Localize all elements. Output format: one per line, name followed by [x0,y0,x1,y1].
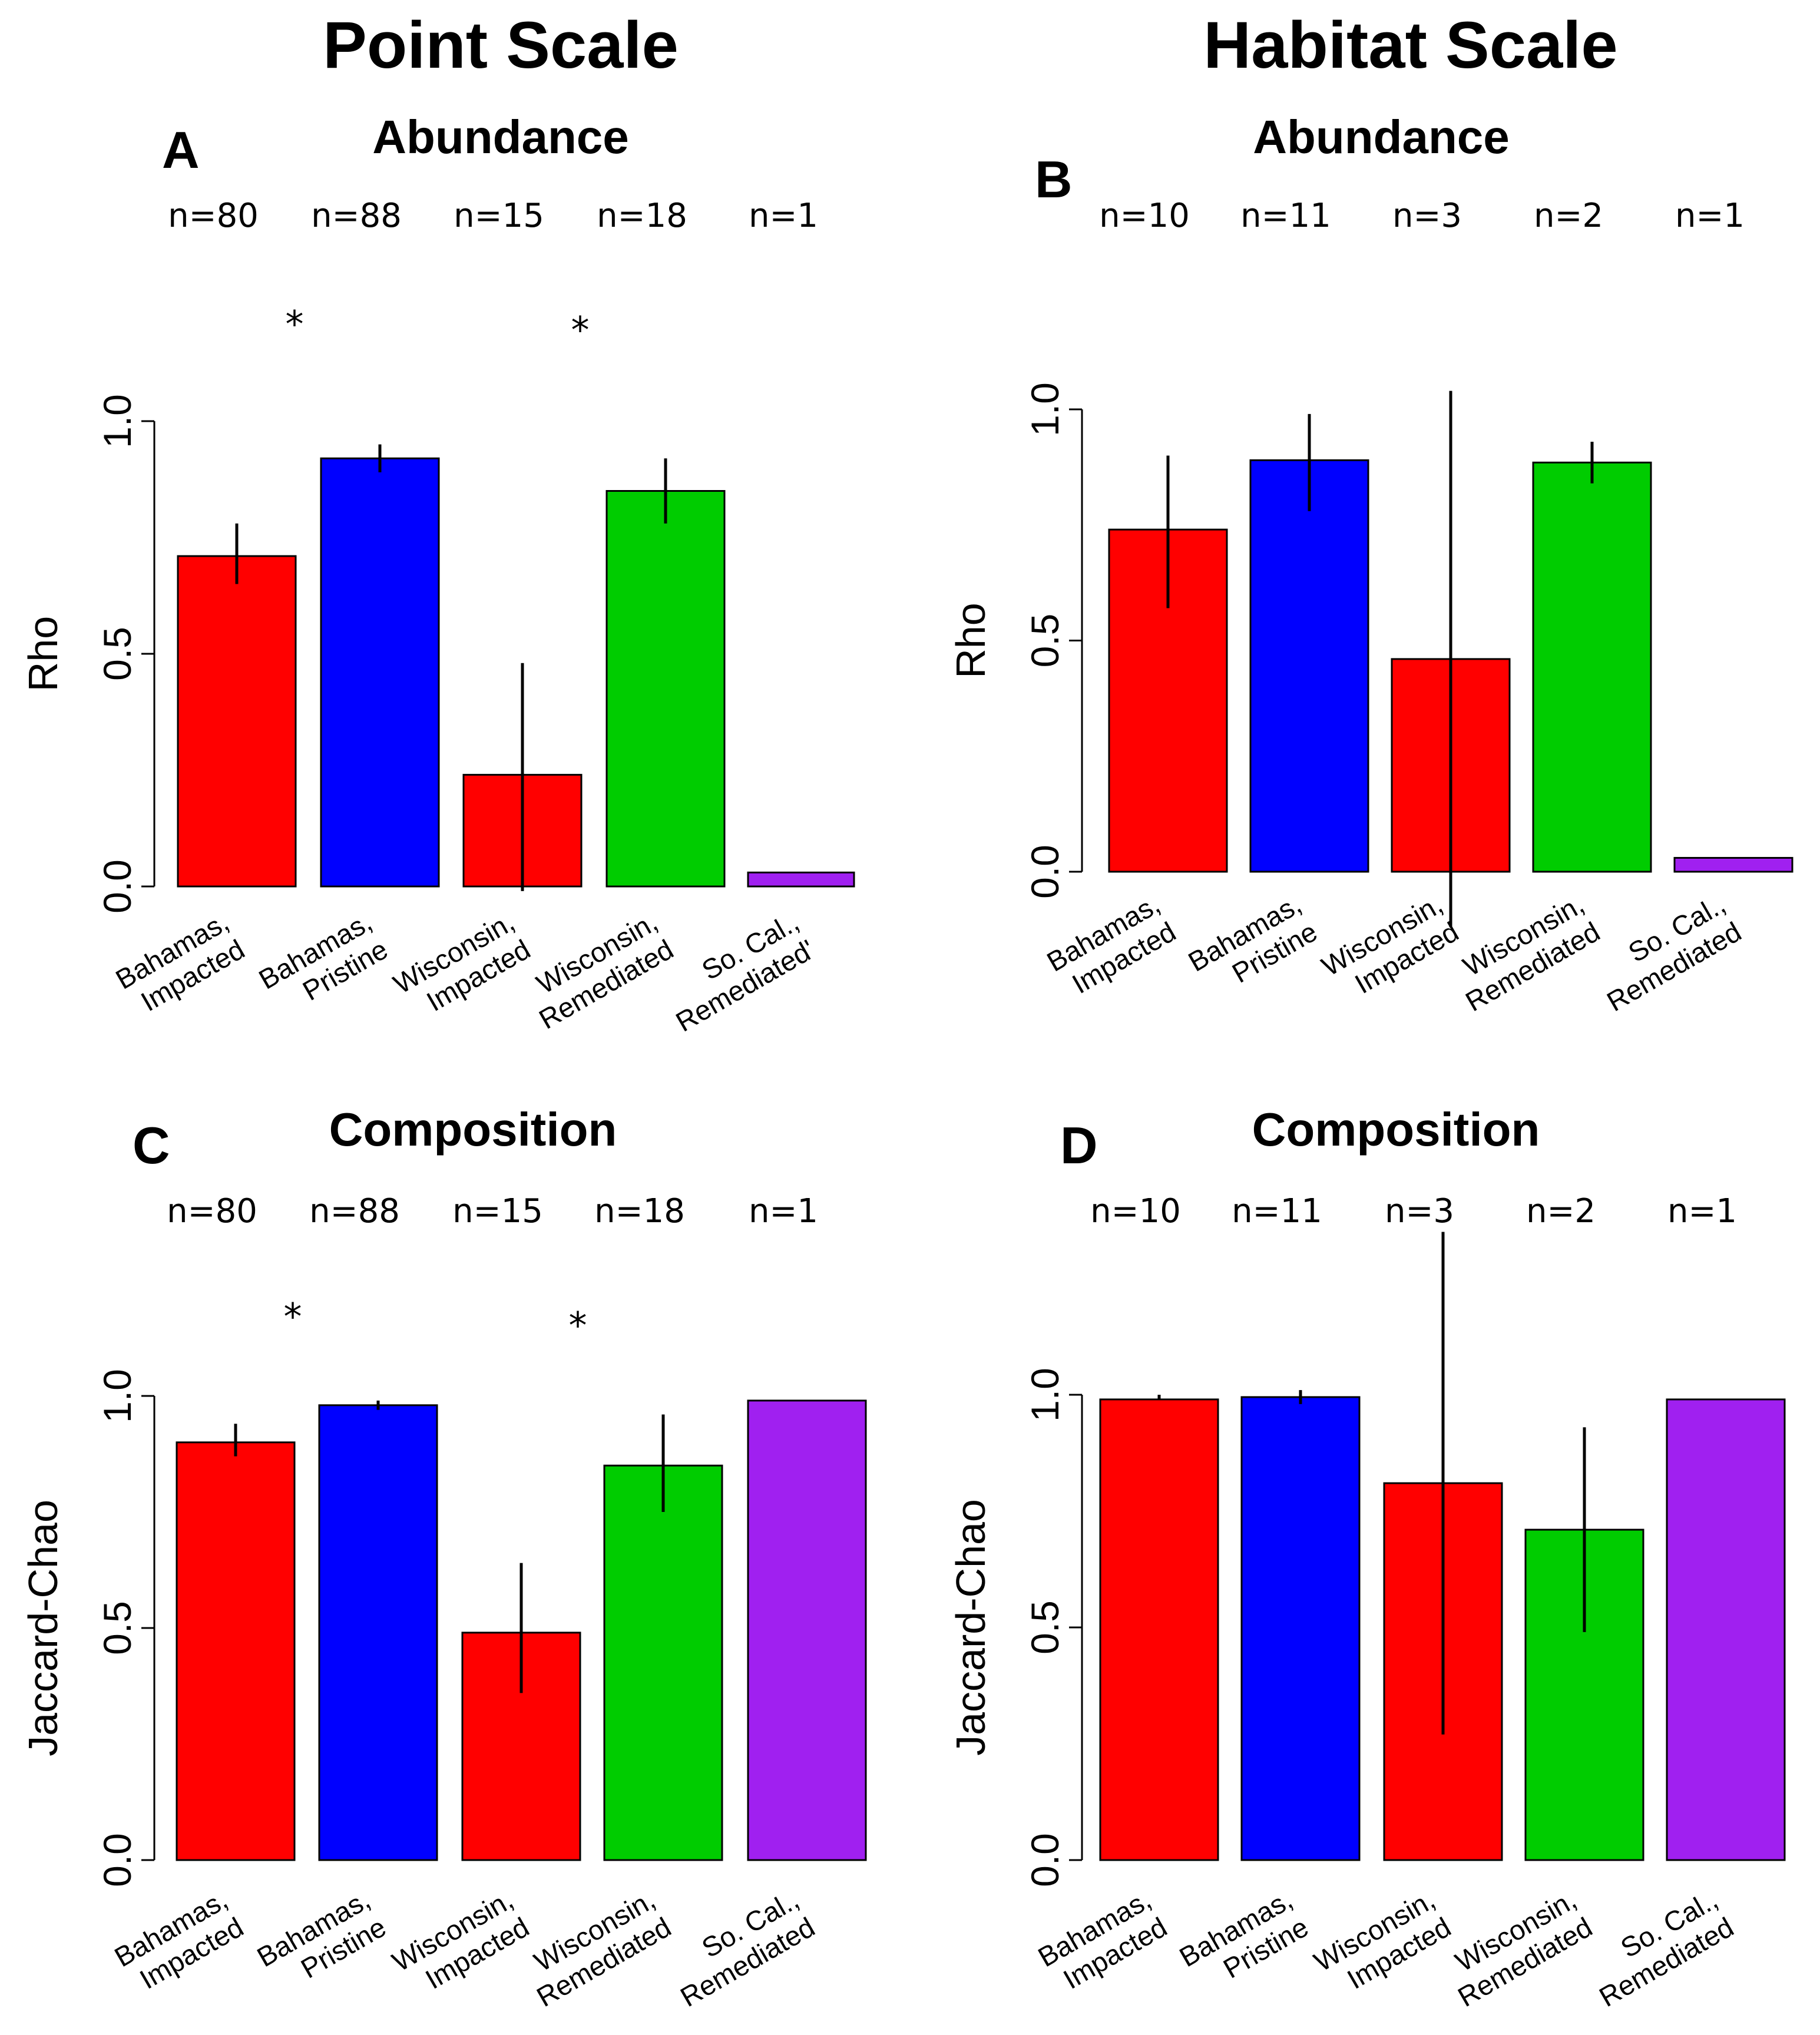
y-tick-label: 0.0 [1023,1833,1067,1887]
sample-size-label: n=18 [594,1192,685,1230]
y-tick-label: 0.0 [1023,845,1067,899]
panel-b: Abundance B 0.0 0.5 1.0 Rho n=10 Bahamas,Impact… [948,111,1793,1017]
category-label: Bahamas,Pristine [253,906,393,1023]
category-label: So. Cal.,Remediated [1578,1884,1739,2013]
bar [176,1441,296,1861]
category-label: Bahamas,Pristine [1174,1884,1313,2000]
panel-c-letter: C [133,1116,170,1174]
sample-size-label: n=80 [167,1192,257,1230]
sample-size-label: n=3 [1392,197,1462,235]
panels: Abundance A 0.0 0.5 1.0 Rho n=80 Bahamas,Impact… [20,111,1793,2013]
panel-a: Abundance A 0.0 0.5 1.0 Rho n=80 Bahamas,Impact… [20,111,855,1038]
y-tick-label: 1.0 [95,1369,139,1423]
bar [605,490,726,888]
heading-habitat-scale: Habitat Scale [1203,8,1617,82]
significance-star: * [284,1295,302,1338]
sample-size-label: n=1 [1667,1192,1737,1230]
category-label: Bahamas,Impacted [110,906,250,1023]
category-label: So. Cal.,Remediated [659,1884,820,2013]
sample-size-label: n=10 [1099,197,1190,235]
panel-b-title: Abundance [1253,111,1510,163]
sample-size-label: n=88 [311,197,402,235]
significance-star: * [286,303,304,346]
y-axis-label: Rho [20,616,66,691]
y-tick-label: 0.5 [1023,1600,1067,1655]
panel-d: Composition D 0.0 0.5 1.0 Jaccard-Chao n=10 Bah… [948,1103,1786,2013]
sample-size-label: n=10 [1090,1192,1181,1230]
significance-star: * [571,309,590,352]
heading-point-scale: Point Scale [323,8,679,82]
category-label: Wisconsin,Impacted [1309,1884,1456,2005]
category-label: So. Cal.,Remediated [1586,888,1746,1017]
bar [747,1399,867,1861]
bar [1532,461,1652,873]
y-tick-label: 0.0 [95,1833,139,1887]
bar [1249,459,1369,873]
sample-size-label: n=3 [1385,1192,1454,1230]
bar [1666,1398,1786,1861]
category-label: So. Cal.,Remediated' [654,906,820,1038]
y-tick-label: 0.0 [95,859,139,914]
sample-size-label: n=1 [1675,197,1745,235]
category-label: Bahamas,Impacted [1033,1884,1172,2000]
bar [1673,856,1793,873]
bar [320,457,440,888]
panel-a-letter: A [162,121,200,179]
category-label: Wisconsin,Impacted [1316,888,1464,1010]
category-label: Bahamas,Pristine [1183,888,1322,1005]
bar [177,555,297,888]
sample-size-label: n=18 [597,197,687,235]
bar [1099,1398,1219,1861]
sample-size-label: n=1 [749,197,818,235]
y-axis-label: Jaccard-Chao [948,1499,994,1756]
category-label: Bahamas,Impacted [1041,888,1181,1005]
sample-size-label: n=11 [1232,1192,1322,1230]
bar [318,1404,438,1861]
panel-c-title: Composition [329,1103,617,1156]
sample-size-label: n=2 [1534,197,1603,235]
y-tick-label: 1.0 [1023,1368,1067,1422]
category-label: Wisconsin,Remediated [518,906,679,1035]
y-tick-label: 1.0 [1023,382,1067,436]
bar [603,1464,723,1861]
sample-size-label: n=88 [309,1192,400,1230]
category-label: Wisconsin,Remediated [1444,888,1605,1017]
category-label: Bahamas,Pristine [252,1884,391,2000]
category-label: Wisconsin,Remediated [1437,1884,1597,2013]
y-tick-label: 0.5 [95,1601,139,1655]
sample-size-label: n=80 [168,197,259,235]
category-label: Bahamas,Impacted [109,1884,249,2000]
bar [747,871,855,888]
y-axis-label: Rho [948,603,994,678]
panel-b-letter: B [1035,150,1073,209]
category-label: Wisconsin,Remediated [515,1884,676,2013]
panel-c: Composition C 0.0 0.5 1.0 Jaccard-Chao n=80 Bah… [20,1103,867,2013]
y-axis-label: Jaccard-Chao [20,1500,66,1756]
panel-d-title: Composition [1252,1103,1540,1156]
significance-star: * [569,1304,587,1347]
y-tick-label: 1.0 [95,394,139,448]
panel-d-letter: D [1060,1116,1098,1174]
category-label: Wisconsin,Impacted [388,906,535,1027]
y-tick-label: 0.5 [95,627,139,681]
sample-size-label: n=15 [452,1192,543,1230]
sample-size-label: n=2 [1526,1192,1596,1230]
sample-size-label: n=1 [749,1192,818,1230]
y-tick-label: 0.5 [1023,614,1067,668]
category-label: Wisconsin,Impacted [387,1884,534,2005]
sample-size-label: n=15 [454,197,544,235]
sample-size-label: n=11 [1240,197,1331,235]
bar [1240,1396,1361,1861]
panel-a-title: Abundance [372,111,629,163]
